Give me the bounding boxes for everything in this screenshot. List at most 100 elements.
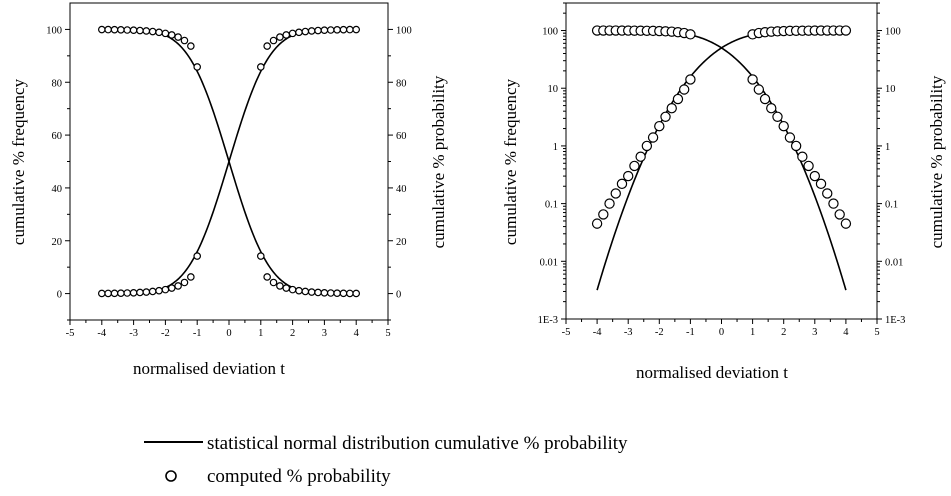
x-tick-label: 1	[750, 327, 755, 338]
data-point	[766, 103, 777, 114]
data-point	[187, 42, 195, 50]
data-point	[352, 289, 361, 298]
data-point	[98, 289, 106, 298]
x-tick-label: -5	[66, 328, 75, 339]
y-tick-label: 80	[52, 78, 63, 89]
data-point	[155, 286, 163, 295]
data-point	[295, 28, 303, 37]
data-point	[834, 209, 845, 220]
y-tick-label: 0.1	[545, 200, 558, 211]
x-tick-label: -3	[129, 328, 138, 339]
series-line-ascending	[596, 29, 846, 291]
data-point	[772, 111, 783, 122]
data-point	[307, 288, 316, 296]
data-point	[623, 170, 634, 182]
data-point	[276, 282, 284, 290]
data-point	[314, 26, 322, 35]
y-tick-label: 100	[46, 25, 62, 36]
y-axis-right-ticks: 0 20 40 60 80 100	[388, 25, 412, 321]
data-point	[660, 111, 671, 122]
data-point	[110, 25, 119, 34]
data-point	[282, 284, 291, 292]
data-point	[326, 26, 335, 34]
y-axis-right-ticks: 1E-3 0.01 0.1 1 10 100	[877, 2, 905, 326]
data-point	[104, 289, 112, 298]
data-point	[136, 26, 144, 35]
data-point	[142, 27, 151, 35]
data-point	[339, 289, 348, 298]
data-point	[263, 42, 271, 50]
data-point	[840, 25, 852, 36]
data-point	[815, 178, 827, 190]
series-line-descending	[101, 28, 357, 295]
y-tick-label: 40	[52, 184, 63, 195]
chart-linear: -5 -4 -3 -2 -1 0 1 2 3 4 5 0 20 40 60 80 100 0 20 40 60 80 1…	[9, 2, 448, 378]
y-tick-label: 20	[396, 237, 407, 248]
data-point	[256, 252, 265, 260]
data-point	[263, 273, 271, 281]
data-point	[840, 218, 852, 229]
y-axis-right-label: cumulative % probability	[927, 75, 946, 248]
x-tick-label: 0	[226, 328, 231, 339]
data-point	[174, 33, 182, 41]
data-point	[685, 74, 696, 85]
y-tick-label: 1E-3	[885, 315, 905, 326]
data-point	[803, 160, 814, 172]
x-tick-label: 4	[843, 327, 849, 338]
data-point	[759, 93, 771, 105]
data-point	[123, 26, 132, 34]
data-point	[822, 188, 833, 199]
x-axis-ticks: -5 -4 -3 -2 -1 0 1 2 3 4 5	[562, 319, 880, 338]
x-tick-label: 2	[781, 327, 786, 338]
data-point	[307, 27, 316, 35]
x-tick-label: 5	[385, 328, 390, 339]
data-point	[117, 26, 125, 34]
x-tick-label: -4	[97, 328, 106, 339]
data-point	[320, 288, 329, 297]
x-tick-label: 3	[322, 328, 327, 339]
y-axis-left-ticks: 0 20 40 60 80 100	[46, 25, 70, 321]
data-point	[616, 178, 628, 190]
y-tick-label: 0.1	[885, 200, 898, 211]
data-point	[282, 31, 291, 39]
y-tick-label: 1	[885, 142, 890, 153]
data-point	[314, 288, 322, 297]
y-axis-left-ticks: 1E-3 0.01 0.1 1 10 100	[538, 2, 566, 326]
x-tick-label: 2	[290, 328, 295, 339]
x-axis-label: normalised deviation t	[133, 359, 285, 378]
data-point	[161, 29, 170, 38]
data-point	[672, 93, 684, 105]
data-point	[180, 36, 189, 45]
x-tick-label: -1	[686, 327, 695, 338]
x-tick-label: -5	[562, 327, 571, 338]
data-point	[666, 103, 677, 114]
y-tick-label: 100	[542, 27, 558, 38]
data-point	[110, 289, 119, 298]
y-tick-label: 100	[885, 27, 901, 38]
y-tick-label: 100	[396, 25, 412, 36]
data-point	[148, 27, 157, 36]
y-tick-label: 1	[553, 142, 558, 153]
y-tick-label: 40	[396, 184, 407, 195]
data-point	[333, 289, 341, 297]
y-tick-label: 60	[396, 131, 407, 142]
data-point	[320, 26, 329, 35]
data-point	[346, 289, 354, 298]
data-point	[654, 120, 665, 132]
data-point	[339, 25, 348, 34]
data-point	[148, 287, 157, 296]
x-tick-label: -2	[655, 327, 664, 338]
data-point	[647, 132, 659, 143]
y-tick-label: 0	[396, 290, 401, 301]
data-point	[136, 288, 144, 297]
data-point	[129, 288, 138, 297]
x-tick-label: 1	[258, 328, 263, 339]
data-point	[333, 26, 341, 34]
y-tick-label: 10	[885, 84, 896, 95]
legend-line-label: statistical normal distribution cumulati…	[207, 433, 628, 454]
data-point	[269, 278, 278, 287]
x-tick-label: 4	[354, 328, 360, 339]
data-point	[784, 132, 796, 143]
data-point	[828, 198, 839, 209]
